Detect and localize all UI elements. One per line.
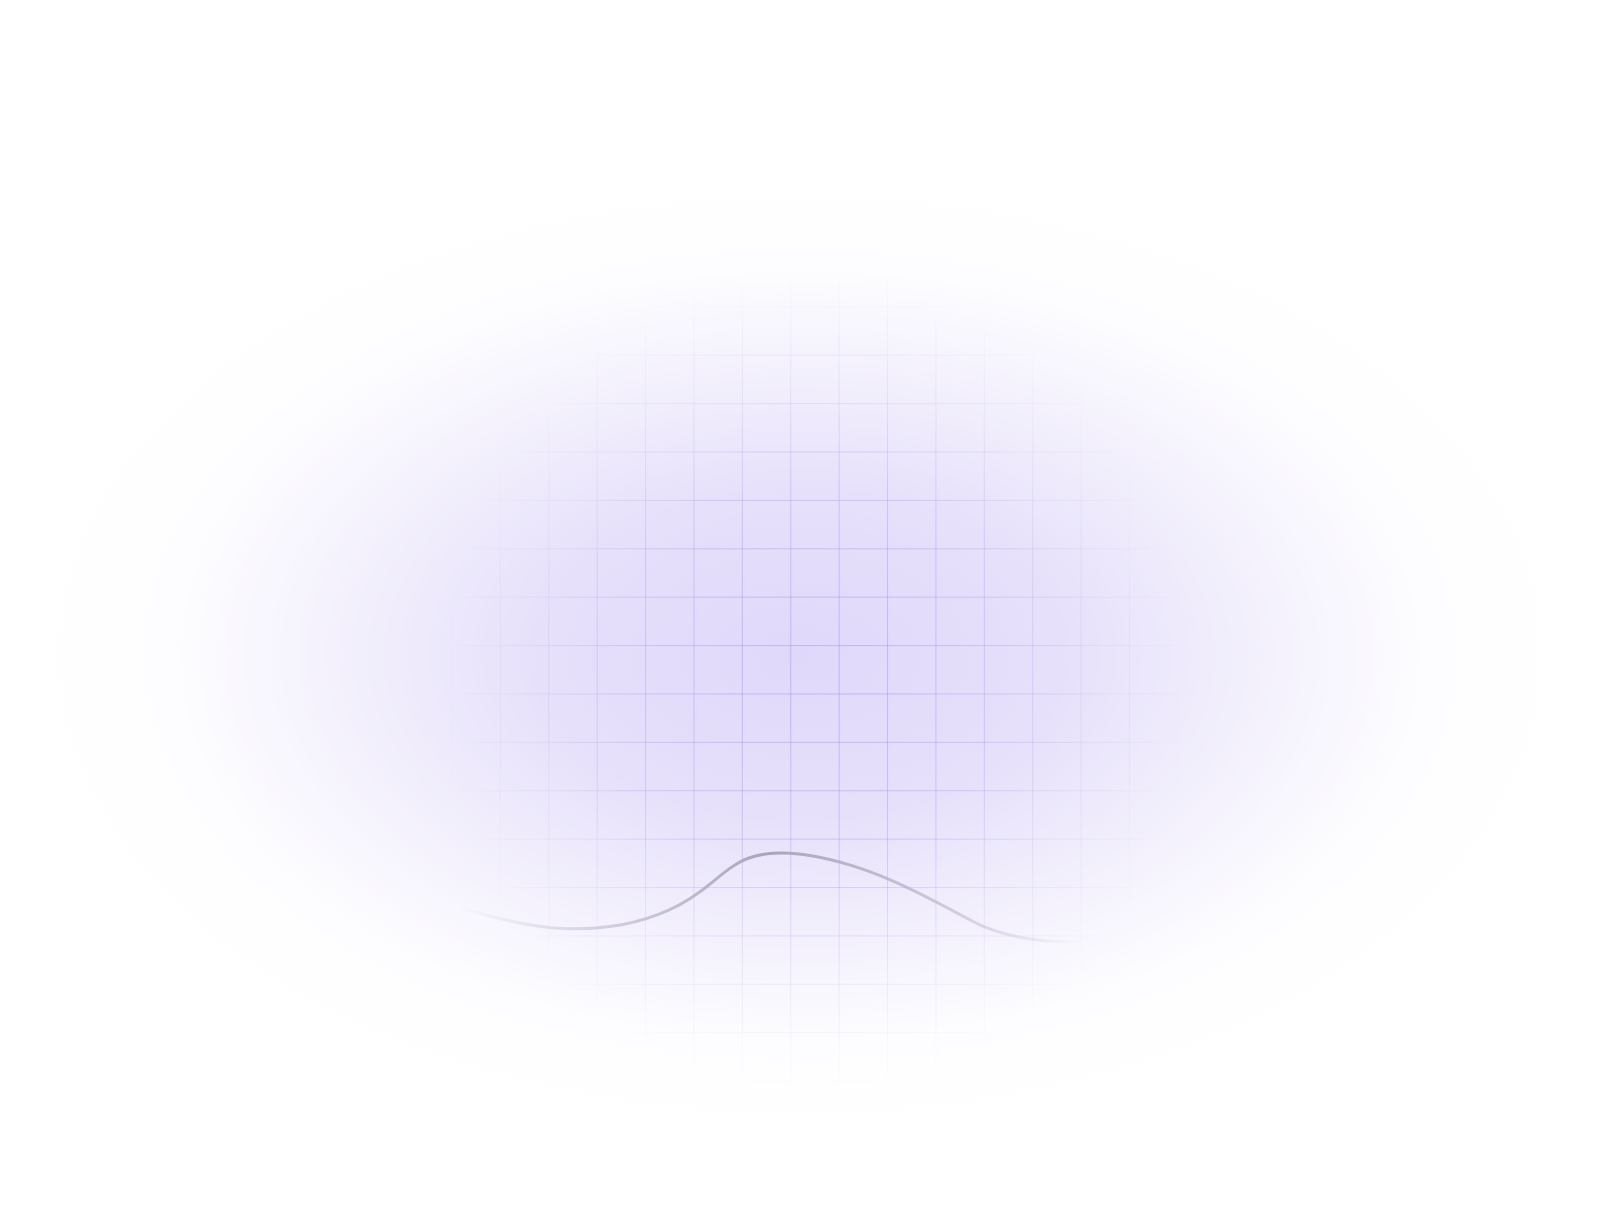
curve-line (449, 851, 1081, 944)
